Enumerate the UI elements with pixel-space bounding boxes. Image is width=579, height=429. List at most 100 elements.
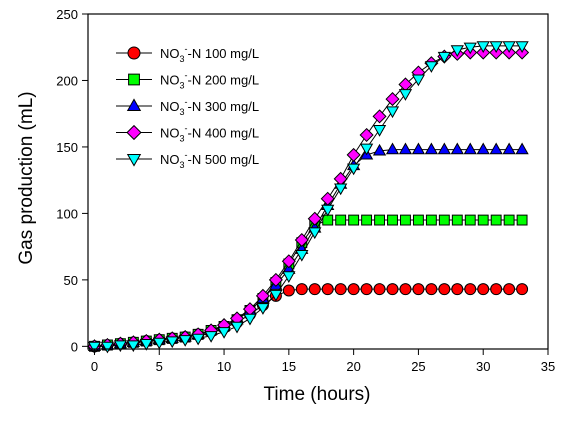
series-5-point — [450, 45, 464, 57]
series-5-point — [165, 336, 179, 349]
axes-layer: 0 5 10 15 20 25 30 35 0 50 100 150 200 250 — [56, 7, 555, 374]
series-5-point — [204, 331, 218, 343]
series-2-point — [412, 214, 424, 226]
series-3-point — [398, 142, 413, 155]
series-2-point — [400, 214, 411, 226]
series-4-point — [255, 288, 270, 303]
series-2 — [89, 214, 528, 352]
series-5-point — [191, 333, 205, 346]
series-3-point — [372, 143, 387, 156]
series-1-point — [451, 283, 464, 296]
series-5-point — [502, 41, 516, 53]
series-5-point — [385, 106, 400, 119]
legend-label: NO3--N 400 mg/L — [160, 124, 259, 144]
series-1-point — [308, 283, 321, 296]
series-5-point — [243, 313, 257, 326]
series-5-point — [230, 321, 244, 334]
series-layer — [87, 41, 530, 354]
x-axis-title: Time (hours) — [264, 384, 371, 405]
x-axis-label: Time (hours) — [264, 384, 371, 405]
series-1-point — [399, 283, 412, 296]
y-axis-label: Gas production (mL) — [16, 91, 37, 264]
legend-entry-4: NO3--N 400 mg/L — [116, 124, 259, 144]
y-tick-label: 0 — [71, 339, 78, 354]
series-line-4 — [94, 52, 523, 347]
series-5-point — [152, 337, 166, 350]
x-tick-label: 0 — [91, 359, 98, 374]
series-2-point — [516, 214, 528, 226]
legend-label: NO3--N 200 mg/L — [160, 71, 259, 91]
y-tick-label: 150 — [56, 140, 78, 155]
series-2-point — [490, 214, 502, 226]
series-1-point — [438, 283, 451, 296]
series-3-point — [385, 142, 400, 155]
series-3 — [87, 142, 529, 351]
series-1-point — [464, 283, 477, 296]
series-5-point — [282, 271, 296, 283]
legend-entry-3: NO3--N 300 mg/L — [116, 97, 259, 117]
y-tick-label: 100 — [56, 206, 78, 221]
y-tick-label: 250 — [56, 7, 78, 22]
x-tick-label: 15 — [282, 359, 296, 374]
series-3-point — [411, 142, 426, 155]
series-4-point — [294, 232, 309, 248]
legend-label: NO3--N 300 mg/L — [160, 97, 259, 117]
series-1-point — [386, 283, 399, 296]
series-1-point — [282, 284, 295, 297]
series-4-point — [281, 254, 296, 269]
series-5-point — [126, 340, 140, 353]
series-5-point — [411, 74, 426, 87]
series-line-5 — [94, 45, 523, 347]
series-2-point — [361, 214, 373, 226]
series-1-point — [373, 283, 386, 296]
series-4-point — [307, 211, 322, 226]
series-1-point — [295, 283, 308, 296]
series-4-point — [359, 127, 374, 143]
series-1-point — [503, 283, 516, 296]
legend-marker — [126, 98, 142, 111]
series-2-point — [387, 214, 398, 226]
legend-entry-2: NO3--N 200 mg/L — [116, 71, 259, 91]
series-5-point — [515, 41, 529, 53]
series-1-point — [360, 283, 373, 296]
series-4-point — [268, 272, 283, 287]
series-5-point — [269, 289, 283, 302]
series-5 — [87, 41, 529, 354]
series-2-point — [477, 214, 489, 226]
x-tick-label: 35 — [541, 359, 555, 374]
series-5-point — [139, 339, 153, 351]
legend-entry-1: NO3--N 100 mg/L — [116, 44, 259, 64]
series-1-point — [477, 283, 490, 296]
legend: NO3--N 100 mg/L NO3--N 200 mg/L NO3--N 300… — [116, 44, 259, 170]
series-5-point — [321, 204, 335, 217]
legend-label: NO3--N 100 mg/L — [160, 44, 259, 64]
series-4-point — [333, 171, 348, 186]
x-tick-label: 20 — [346, 359, 360, 374]
series-2-point — [322, 214, 334, 226]
legend-marker — [128, 73, 140, 86]
series-1-point — [347, 283, 360, 296]
x-tick-label: 25 — [411, 359, 425, 374]
series-2-point — [348, 214, 360, 226]
series-1-point — [516, 283, 529, 296]
series-5-point — [87, 341, 102, 354]
series-5-point — [113, 340, 128, 353]
y-tick-label: 200 — [56, 73, 78, 88]
series-3-point — [502, 142, 516, 155]
series-2-point — [425, 214, 437, 226]
series-5-point — [347, 163, 361, 176]
series-2-point — [438, 214, 450, 226]
legend-marker — [127, 46, 141, 60]
series-3-point — [515, 142, 529, 155]
series-5-point — [308, 227, 322, 240]
series-1-point — [321, 283, 334, 296]
series-2-point — [374, 214, 385, 226]
series-5-point — [463, 42, 477, 55]
series-2-point — [464, 214, 476, 226]
legend-marker — [126, 124, 142, 141]
series-5-point — [359, 143, 374, 156]
plot-frame — [87, 13, 549, 350]
y-tick-label: 50 — [64, 273, 78, 288]
series-5-point — [217, 327, 231, 339]
